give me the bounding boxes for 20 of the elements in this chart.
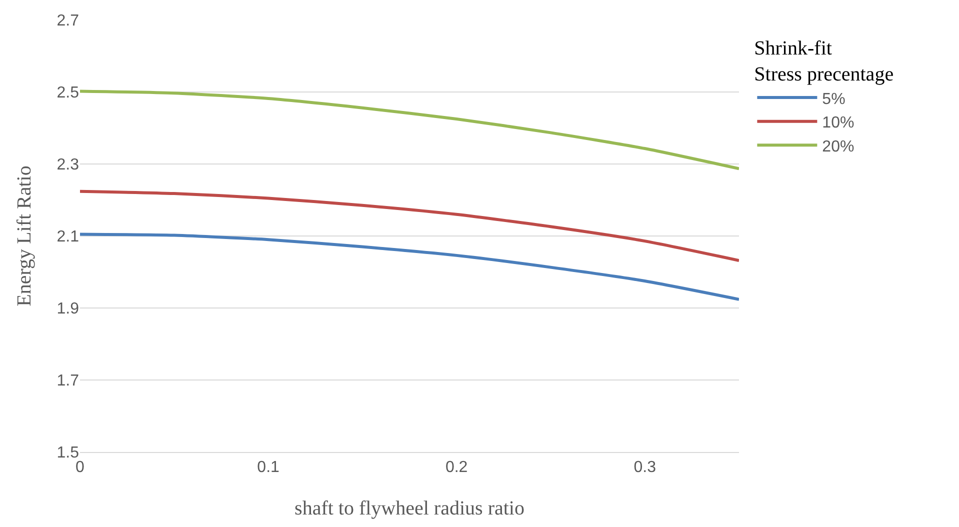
legend-title: Shrink-fit Stress precentage: [754, 38, 894, 86]
legend-label: 5%: [822, 90, 846, 108]
legend-label: 10%: [822, 114, 854, 132]
x-tick-label: 0: [76, 459, 85, 476]
y-tick-label: 2.3: [56, 156, 80, 174]
y-tick-label: 1.5: [56, 444, 80, 462]
x-axis-title: shaft to flywheel radius ratio: [294, 498, 524, 520]
y-axis-title: Energy Lift Ratio: [13, 166, 36, 306]
y-tick-label: 1.9: [56, 300, 80, 318]
x-tick-label: 0.2: [445, 459, 468, 476]
y-tick-label: 2.1: [56, 228, 80, 246]
line-series: [80, 232, 739, 301]
legend-label: 20%: [822, 138, 854, 156]
y-tick-label: 1.7: [56, 372, 80, 390]
line-series: [80, 190, 739, 262]
x-tick-label: 0.1: [257, 459, 280, 476]
y-tick-label: 2.7: [56, 12, 80, 30]
y-tick-label: 2.5: [56, 84, 80, 102]
line-series: [80, 90, 739, 170]
x-tick-label: 0.3: [634, 459, 656, 476]
